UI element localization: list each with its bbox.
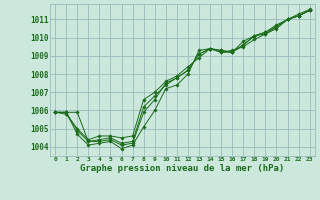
X-axis label: Graphe pression niveau de la mer (hPa): Graphe pression niveau de la mer (hPa) xyxy=(80,164,284,173)
